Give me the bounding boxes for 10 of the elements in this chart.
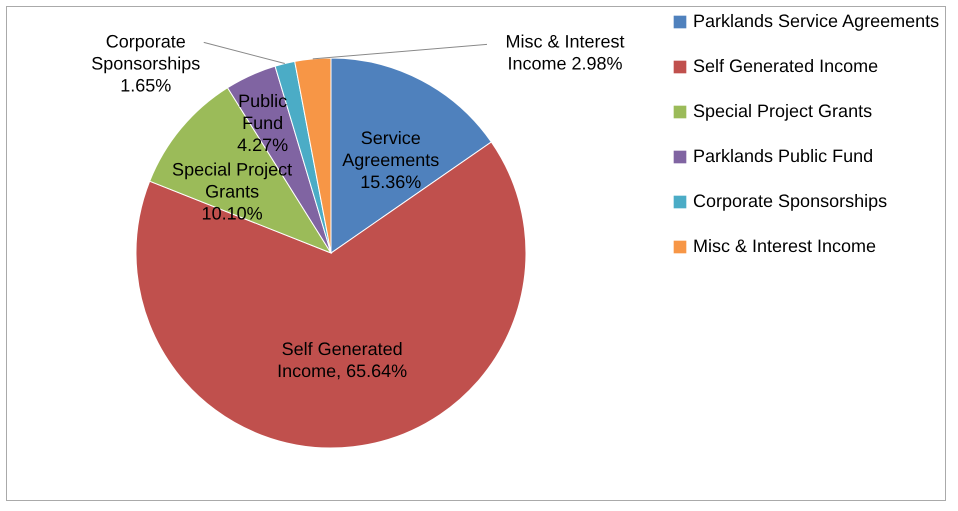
legend-label: Self Generated Income: [693, 56, 878, 76]
legend-label: Special Project Grants: [693, 101, 872, 121]
data-label: Misc & Interest Income 2.98%: [505, 31, 625, 74]
legend-label: Misc & Interest Income: [693, 236, 876, 256]
data-label: Service Agreements 15.36%: [342, 128, 440, 192]
legend-label: Parklands Service Agreements: [693, 11, 940, 31]
legend-label: Parklands Public Fund: [693, 146, 874, 166]
legend-label: Corporate Sponsorships: [693, 191, 888, 211]
data-label: Self Generated Income, 65.64%: [277, 338, 408, 381]
data-label: Corporate Sponsorships 1.65%: [91, 31, 200, 96]
